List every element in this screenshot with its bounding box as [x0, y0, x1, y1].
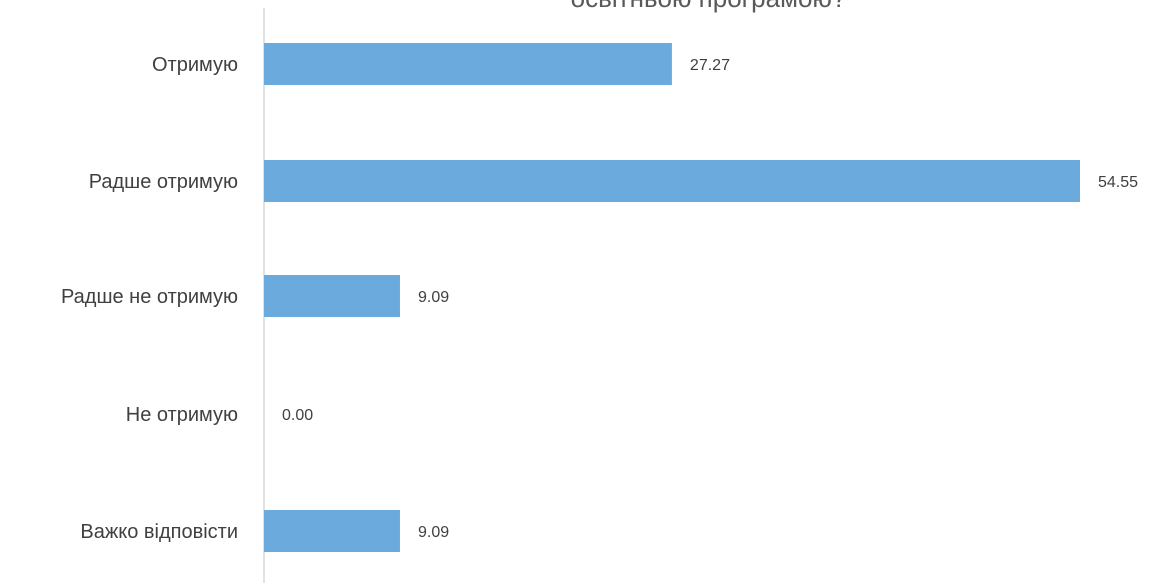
category-label: Не отримую	[126, 404, 238, 426]
data-label: 27.27	[690, 57, 730, 74]
category-label: Радше не отримую	[61, 286, 238, 308]
category-label: Отримую	[152, 54, 238, 76]
data-label: 9.09	[418, 524, 449, 541]
bar	[264, 275, 400, 317]
chart-title: освітньою програмою?	[264, 0, 1153, 18]
bar	[264, 510, 400, 552]
category-label: Радше отримую	[89, 171, 238, 193]
data-label: 9.09	[418, 289, 449, 306]
category-label: Важко відповісти	[80, 521, 238, 543]
data-label: 54.55	[1098, 174, 1138, 191]
bar	[264, 43, 672, 85]
data-label: 0.00	[282, 407, 313, 424]
bar	[264, 160, 1080, 202]
